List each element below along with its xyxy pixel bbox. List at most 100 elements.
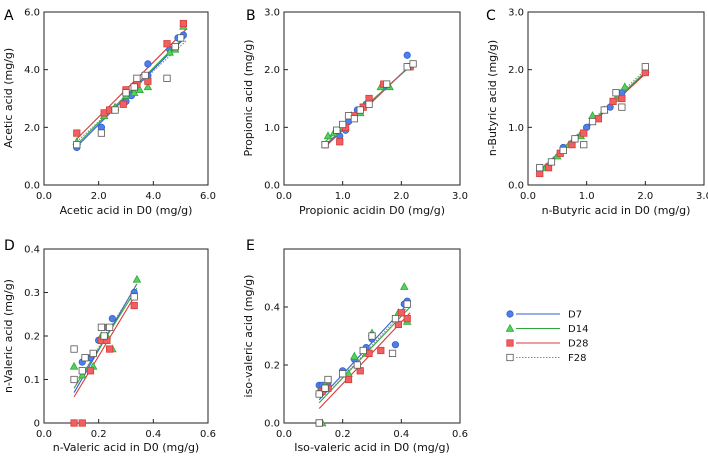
panel-b-ylabel: Propionic acid (mg/g) — [242, 39, 255, 156]
y-tick-label: 0.0 — [24, 181, 40, 192]
y-tick-label: 0.3 — [24, 288, 40, 299]
point-f28 — [321, 384, 329, 392]
point-d28 — [78, 419, 86, 427]
legend-marker-d28 — [506, 339, 514, 347]
point-f28 — [403, 300, 411, 308]
legend-label-f28: F28 — [568, 353, 586, 364]
point-f28 — [409, 60, 417, 68]
x-tick-label: 1.0 — [335, 191, 351, 202]
point-d28 — [119, 100, 127, 108]
panel-a-xlabel: Acetic acid in D0 (mg/g) — [60, 204, 193, 217]
point-d28 — [336, 138, 344, 146]
legend-marker-d14 — [505, 323, 515, 332]
point-f28 — [350, 115, 359, 123]
point-f28 — [321, 141, 329, 149]
point-d14 — [323, 131, 333, 140]
fit-line-d28 — [318, 312, 411, 409]
point-f28 — [559, 146, 567, 154]
point-f28 — [600, 106, 608, 114]
fit-line-f28 — [76, 40, 187, 143]
point-d28 — [163, 40, 171, 48]
x-tick-label: 3.0 — [452, 191, 468, 202]
point-d14 — [399, 282, 409, 290]
x-tick-label: 0.2 — [335, 429, 351, 440]
point-d14 — [135, 85, 144, 94]
legend-label-d7: D7 — [568, 310, 582, 321]
point-f28 — [333, 126, 341, 134]
panel-a-ylabel: Acetic acid (mg/g) — [2, 48, 15, 148]
point-d28 — [397, 309, 405, 317]
point-f28 — [171, 43, 179, 51]
y-tick-label: 0.4 — [264, 303, 280, 314]
point-f28 — [73, 141, 81, 149]
point-d28 — [377, 346, 385, 355]
point-f28 — [588, 117, 597, 126]
panel-a: A 0.0 2.0 4.0 6.0 0.0 2.0 4.0 6.0 Acetic acid i… — [2, 8, 216, 218]
legend-entry-d28: D28 — [506, 339, 588, 350]
y-tick-label: 3.0 — [264, 8, 280, 19]
point-f28 — [111, 106, 119, 114]
point-f28 — [403, 63, 411, 71]
panel-d-ticks: 0.0 0.2 0.4 0.6 0 0.1 0.2 0.3 0.4 — [24, 245, 216, 441]
panel-e: E 0.0 0.2 0.4 0.6 0.0 0.2 0.4 Iso-valeric acid… — [242, 238, 468, 454]
panel-e-markers — [314, 282, 412, 427]
x-tick-label: 1.0 — [579, 191, 595, 202]
panel-c-ticks: 0.0 1.0 2.0 3.0 0.0 1.0 2.0 3.0 — [508, 8, 708, 203]
point-d14 — [69, 361, 79, 370]
point-f28 — [97, 323, 105, 331]
y-tick-label: 0.1 — [24, 375, 40, 386]
point-f28 — [70, 375, 78, 384]
panel-e-letter: E — [246, 238, 255, 254]
x-tick-label: 6.0 — [200, 191, 216, 202]
y-tick-label: 0.2 — [264, 361, 280, 372]
panel-a-ticks: 0.0 2.0 4.0 6.0 0.0 2.0 4.0 6.0 — [24, 8, 216, 203]
point-f28 — [388, 349, 397, 358]
y-tick-label: 2.0 — [264, 65, 280, 76]
point-f28 — [78, 367, 86, 375]
point-f28 — [315, 390, 323, 398]
point-f28 — [97, 129, 105, 137]
legend-label-d28: D28 — [568, 339, 588, 350]
panel-b-ticks: 0.0 1.0 2.0 3.0 0.0 1.0 2.0 3.0 — [264, 8, 468, 203]
legend-marker-f28 — [506, 353, 514, 362]
panel-b-frame — [283, 11, 461, 186]
panel-b-letter: B — [246, 8, 256, 24]
x-tick-label: 0.0 — [36, 429, 52, 440]
y-tick-label: 0.2 — [24, 332, 40, 343]
panel-e-ticks: 0.0 0.2 0.4 0.6 0.0 0.2 0.4 — [264, 303, 468, 441]
legend-entry-d14: D14 — [505, 323, 588, 335]
x-tick-label: 0.0 — [36, 191, 52, 202]
panel-c-xlabel: n-Butyric acid in D0 (mg/g) — [542, 204, 691, 217]
point-d14 — [77, 370, 87, 379]
x-tick-label: 0.4 — [145, 429, 161, 440]
point-f28 — [571, 135, 579, 143]
point-f28 — [365, 100, 373, 108]
y-tick-label: 1.0 — [508, 123, 524, 134]
panel-d-ylabel: n-Valeric acid (mg/g) — [2, 279, 15, 393]
point-d7 — [144, 60, 152, 68]
legend: D7 D14 D28 F28 — [505, 310, 588, 364]
fit-line-d28 — [73, 292, 138, 398]
panel-d: D 0.0 0.2 0.4 0.6 0 0.1 0.2 0.3 0.4 n-Valeric ac… — [2, 238, 216, 454]
point-f28 — [391, 314, 400, 323]
legend-entry-d7: D7 — [506, 310, 582, 321]
panel-b-xlabel: Propionic acidin D0 (mg/g) — [299, 204, 445, 217]
x-tick-label: 2.0 — [393, 191, 409, 202]
panel-d-letter: D — [4, 238, 15, 254]
y-tick-label: 4.0 — [24, 65, 40, 76]
point-f28 — [133, 74, 141, 82]
point-f28 — [353, 361, 361, 369]
point-f28 — [141, 71, 149, 80]
point-d28 — [618, 94, 626, 103]
point-f28 — [383, 80, 391, 88]
legend-entry-f28: F28 — [506, 353, 586, 364]
panel-c-ylabel: n-Butyric acid (mg/g) — [486, 40, 499, 156]
point-d28 — [73, 129, 81, 137]
point-f28 — [315, 419, 323, 427]
x-tick-label: 0.6 — [452, 429, 468, 440]
y-tick-label: 6.0 — [24, 8, 40, 19]
x-tick-label: 0.4 — [393, 429, 409, 440]
y-tick-label: 0 — [34, 419, 40, 430]
y-tick-label: 0.0 — [264, 181, 280, 192]
point-d28 — [70, 419, 78, 427]
